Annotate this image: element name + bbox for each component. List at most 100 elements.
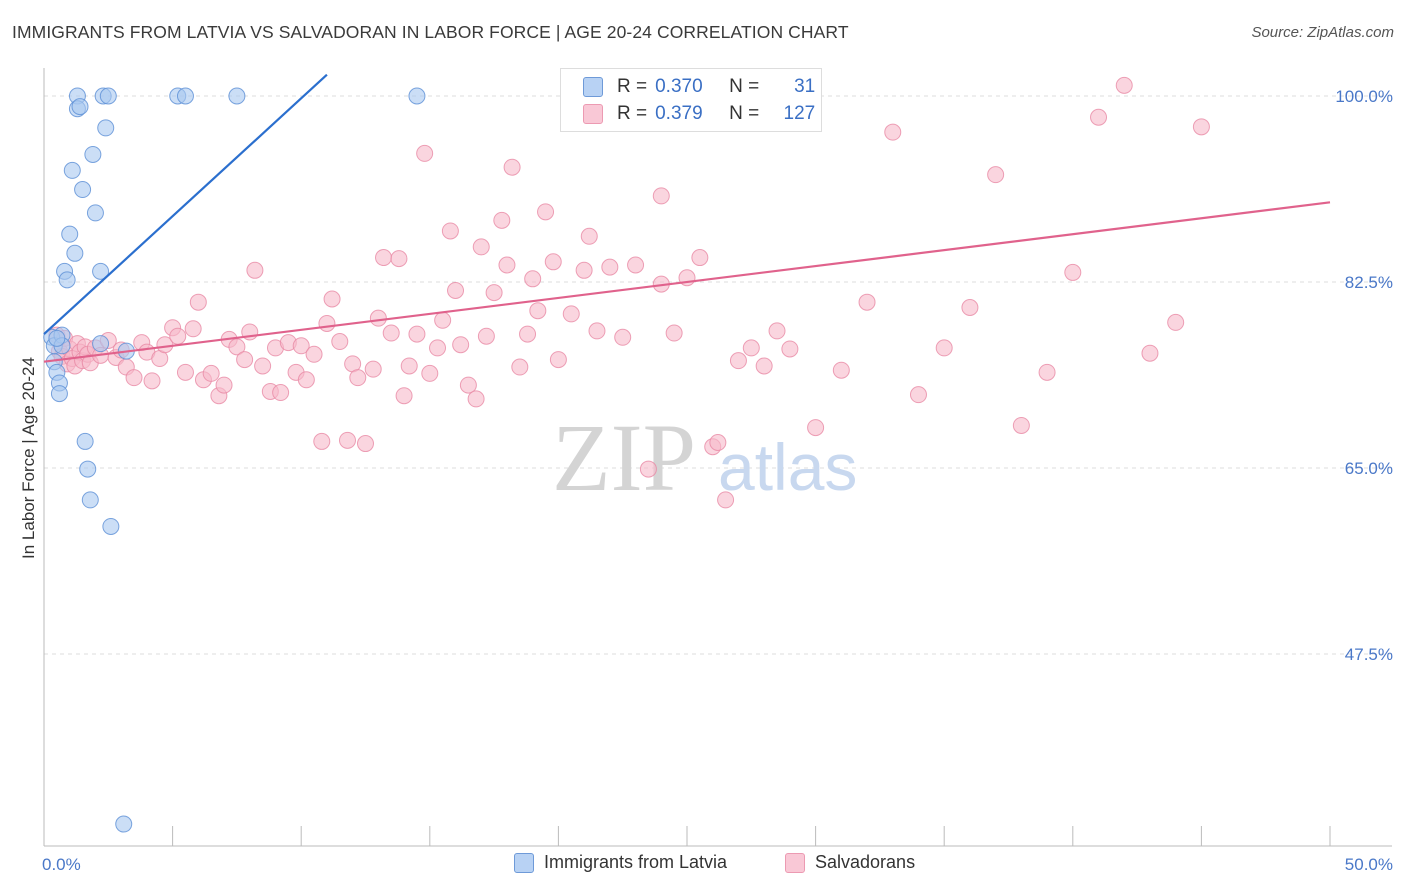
latvia-points — [43, 87, 426, 833]
latvia-point — [58, 271, 76, 289]
y-tick-label: 82.5% — [1345, 273, 1393, 292]
salvadorans-point — [652, 187, 670, 205]
latvia-point — [74, 181, 92, 199]
salvadorans-point — [459, 376, 477, 394]
latvia-point — [76, 432, 94, 450]
salvadorans-point — [544, 253, 562, 271]
latvia-point — [71, 98, 89, 116]
salvadorans-point — [807, 419, 825, 437]
n-value: 127 — [783, 103, 816, 124]
latvia-point — [48, 329, 66, 347]
salvadorans-point — [729, 352, 747, 370]
y-tick-label: 65.0% — [1345, 459, 1393, 478]
latvia-point — [228, 87, 246, 105]
x-tick-labels: 0.0% 50.0% — [42, 855, 1393, 874]
salvadorans-point — [143, 372, 161, 390]
salvadorans-point — [537, 203, 555, 221]
salvadorans-point — [331, 333, 349, 351]
salvadorans-point — [768, 322, 786, 340]
salvadorans-point — [254, 357, 272, 375]
salvadorans-point — [246, 261, 264, 279]
latvia-point — [81, 491, 99, 509]
legend-item-latvia: Immigrants from Latvia — [514, 852, 727, 873]
latvia-point — [408, 87, 426, 105]
salvadorans-point — [416, 144, 434, 162]
salvadorans-point — [184, 320, 202, 338]
x-tick-label: 0.0% — [42, 855, 81, 874]
y-tick-label: 47.5% — [1345, 645, 1393, 664]
salvadorans-point — [382, 324, 400, 342]
y-tick-labels: 100.0% 82.5% 65.0% 47.5% — [1335, 87, 1393, 664]
salvadorans-point — [909, 386, 927, 404]
legend-row-salvadorans: R = 0.379 N = 127 — [583, 101, 815, 127]
latvia-point — [97, 119, 115, 137]
series-legend: Immigrants from Latvia Salvadorans — [0, 852, 1406, 878]
salvadorans-point — [562, 305, 580, 323]
watermark-zip: ZIP — [552, 404, 696, 511]
salvadorans-point — [858, 293, 876, 311]
latvia-point — [99, 87, 117, 105]
source-label: Source: ZipAtlas.com — [1251, 24, 1394, 41]
salvadorans-point — [987, 166, 1005, 184]
salvadorans-point — [524, 270, 542, 288]
latvia-point — [79, 460, 97, 478]
salvadorans-point — [935, 339, 953, 357]
salvadorans-point — [549, 351, 567, 369]
salvadorans-point — [1038, 363, 1056, 381]
salvadorans-point — [297, 371, 315, 389]
salvadorans-point — [390, 250, 408, 268]
latvia-point — [92, 335, 110, 353]
salvadorans-point — [627, 256, 645, 274]
salvadorans-point — [493, 211, 511, 229]
salvadorans-point — [1192, 118, 1210, 136]
chart-title: IMMIGRANTS FROM LATVIA VS SALVADORAN IN … — [12, 22, 849, 42]
salvadorans-point — [832, 361, 850, 379]
latvia-point — [102, 517, 120, 535]
salvadorans-point — [1167, 313, 1185, 331]
latvia-point — [63, 161, 81, 179]
stats-legend: R = 0.370 N = 31 R = 0.379 N = 127 — [560, 68, 822, 132]
salvadorans-legend-icon — [785, 852, 805, 873]
r-label: R = — [617, 103, 648, 124]
axes — [43, 68, 1392, 847]
salvadorans-point — [498, 256, 516, 274]
salvadorans-point — [434, 311, 452, 329]
salvadorans-point — [169, 327, 187, 345]
salvadorans-point — [529, 302, 547, 320]
salvadorans-point — [511, 358, 529, 376]
salvadorans-trendline — [43, 201, 1331, 363]
latvia-trendline — [43, 73, 328, 335]
salvadorans-point — [781, 340, 799, 358]
r-value: 0.379 — [655, 103, 703, 124]
latvia-point — [66, 244, 84, 262]
salvadorans-point — [215, 376, 233, 394]
salvadorans-point — [313, 432, 331, 450]
salvadorans-point — [125, 369, 143, 387]
n-label: N = — [729, 103, 760, 124]
salvadorans-point — [691, 249, 709, 267]
legend-label-latvia: Immigrants from Latvia — [544, 852, 728, 872]
salvadorans-point — [755, 357, 773, 375]
salvadorans-point — [176, 363, 194, 381]
legend-row-latvia: R = 0.370 N = 31 — [583, 74, 815, 100]
salvadorans-point — [400, 357, 418, 375]
salvadorans-point — [717, 491, 735, 509]
salvadorans-point — [447, 282, 465, 300]
salvadorans-point — [429, 339, 447, 357]
salvadorans-points — [48, 76, 1210, 509]
salvadorans-point — [272, 384, 290, 402]
salvadorans-point — [467, 390, 485, 408]
salvadorans-point — [357, 435, 374, 453]
watermark-atlas: atlas — [718, 430, 857, 504]
latvia-point — [115, 815, 133, 833]
salvadorans-point — [1012, 416, 1030, 434]
latvia-legend-icon — [514, 852, 534, 873]
salvadorans-point — [452, 336, 470, 354]
salvadorans-point — [395, 387, 413, 405]
legend-item-salvadorans: Salvadorans — [785, 852, 915, 873]
salvadorans-point — [472, 238, 490, 256]
salvadorans-point — [639, 460, 657, 478]
salvadorans-point — [580, 227, 598, 245]
salvadorans-point — [1115, 76, 1133, 94]
